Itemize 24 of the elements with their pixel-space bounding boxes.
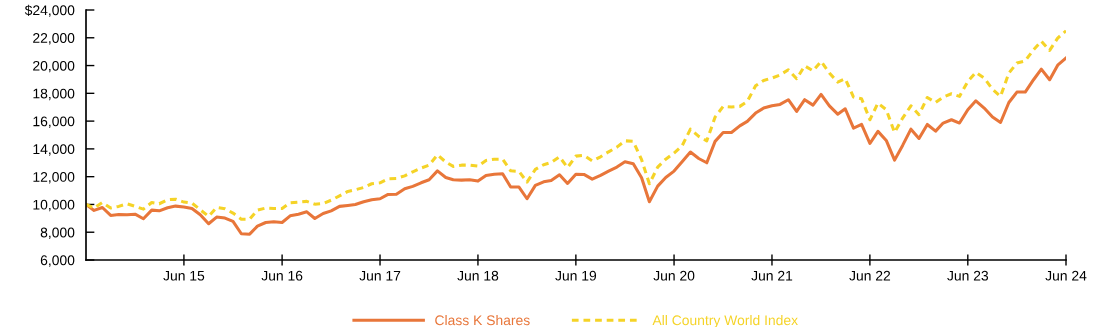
y-tick-label: 16,000 (33, 116, 75, 128)
x-tick-label: Jun 17 (359, 270, 401, 281)
line-series (86, 29, 1066, 221)
y-tick-label: 6,000 (40, 255, 75, 267)
x-tick-label: Jun 18 (457, 270, 499, 281)
y-tick-label: 10,000 (33, 199, 75, 212)
x-tick-label: Jun 19 (555, 270, 597, 281)
y-tick-label: 18,000 (33, 88, 75, 101)
legend-label: Class K Shares (435, 315, 530, 326)
x-tick-label: Jun 15 (163, 270, 205, 281)
y-tick-label: 8,000 (40, 227, 75, 240)
x-tick-label: Jun 16 (261, 270, 303, 281)
y-tick-label: 20,000 (33, 60, 75, 73)
y-tick-label: 22,000 (33, 33, 75, 45)
y-tick-label: 14,000 (33, 144, 75, 156)
x-tick-label: Jun 23 (947, 270, 989, 281)
x-tick-label: Jun 21 (751, 270, 793, 281)
line-series (86, 56, 1066, 236)
x-tick-label: Jun 24 (1045, 270, 1087, 281)
y-tick-label: $24,000 (24, 4, 75, 17)
text: All Country World Index (652, 315, 798, 327)
x-tick-label: Jun 22 (849, 270, 891, 281)
y-tick-label: 12,000 (33, 172, 75, 184)
x-tick-label: Jun 20 (653, 270, 695, 281)
